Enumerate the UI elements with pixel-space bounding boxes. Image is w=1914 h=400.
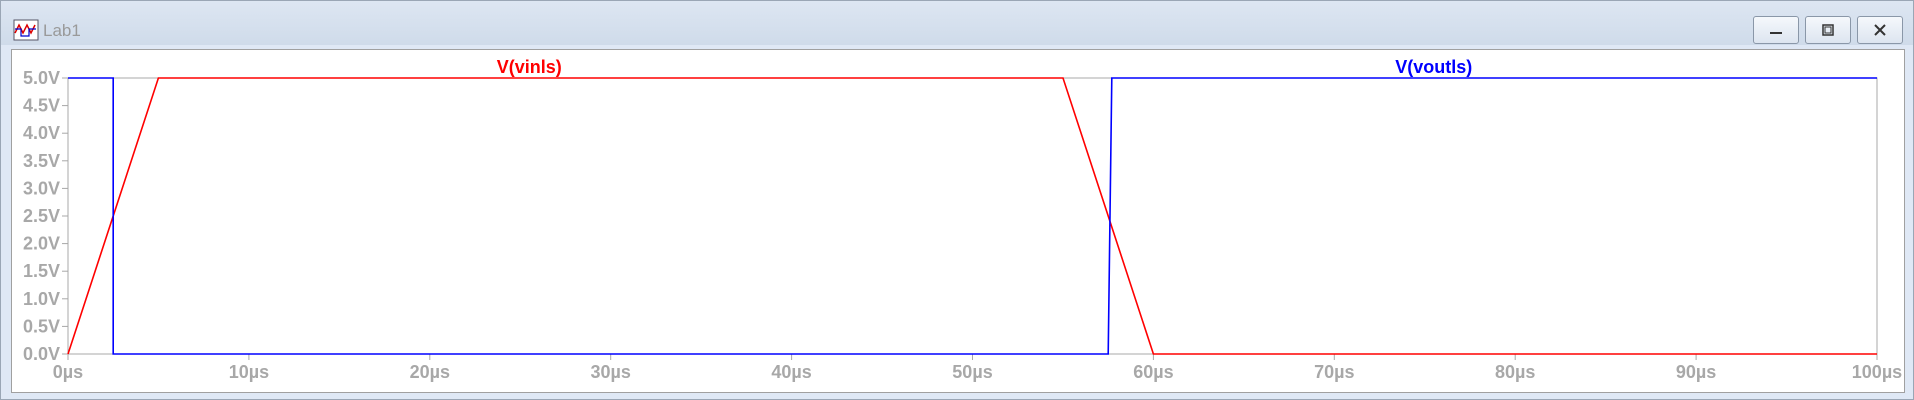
minimize-icon bbox=[1770, 32, 1782, 34]
y-tick-label: 1.5V bbox=[23, 261, 60, 281]
y-tick-label: 4.5V bbox=[23, 96, 60, 116]
restore-icon bbox=[1822, 24, 1834, 36]
window-title: Lab1 bbox=[43, 21, 81, 40]
plot-border bbox=[67, 77, 1878, 355]
x-tick-label: 80µs bbox=[1495, 362, 1535, 382]
close-icon bbox=[1874, 24, 1886, 36]
title-bar[interactable]: Lab1 bbox=[1, 1, 1913, 45]
x-tick-label: 10µs bbox=[229, 362, 269, 382]
x-tick-label: 0µs bbox=[53, 362, 83, 382]
x-tick-label: 90µs bbox=[1676, 362, 1716, 382]
series-line-1 bbox=[67, 77, 1877, 355]
x-tick-label: 60µs bbox=[1133, 362, 1173, 382]
y-tick-label: 0.5V bbox=[23, 316, 60, 336]
series-label-2: V(voutls) bbox=[1395, 57, 1472, 77]
x-tick-label: 20µs bbox=[410, 362, 450, 382]
close-button[interactable] bbox=[1857, 16, 1903, 44]
series-traces bbox=[67, 77, 1877, 355]
series-labels: V(vinls) V(voutls) bbox=[497, 57, 1473, 77]
waveform-chart[interactable]: 0.0V 0.5V 1.0V 1.5V 2.0V 2.5V 3.0V 3.5V 4.0V 4.5V… bbox=[12, 50, 1906, 394]
y-tick-label: 3.5V bbox=[23, 151, 60, 171]
y-tick-label: 4.0V bbox=[23, 123, 60, 143]
waveform-app-icon bbox=[13, 19, 39, 41]
axes: 0.0V 0.5V 1.0V 1.5V 2.0V 2.5V 3.0V 3.5V 4.0V 4.5V… bbox=[23, 68, 1902, 382]
x-tick-label: 40µs bbox=[771, 362, 811, 382]
minimize-button[interactable] bbox=[1753, 16, 1799, 44]
plot-area[interactable]: 0.0V 0.5V 1.0V 1.5V 2.0V 2.5V 3.0V 3.5V 4.0V 4.5V… bbox=[11, 49, 1905, 393]
y-tick-label: 2.0V bbox=[23, 234, 60, 254]
maximize-button[interactable] bbox=[1805, 16, 1851, 44]
y-tick-label: 3.0V bbox=[23, 178, 60, 198]
series-line-2 bbox=[68, 77, 1877, 355]
y-tick-label: 5.0V bbox=[23, 68, 60, 88]
x-tick-label: 30µs bbox=[590, 362, 630, 382]
y-tick-label: 2.5V bbox=[23, 206, 60, 226]
y-tick-label: 1.0V bbox=[23, 289, 60, 309]
y-tick-label: 0.0V bbox=[23, 344, 60, 364]
series-label-1: V(vinls) bbox=[497, 57, 562, 77]
x-tick-label: 70µs bbox=[1314, 362, 1354, 382]
x-tick-label: 100µs bbox=[1852, 362, 1902, 382]
x-tick-label: 50µs bbox=[952, 362, 992, 382]
